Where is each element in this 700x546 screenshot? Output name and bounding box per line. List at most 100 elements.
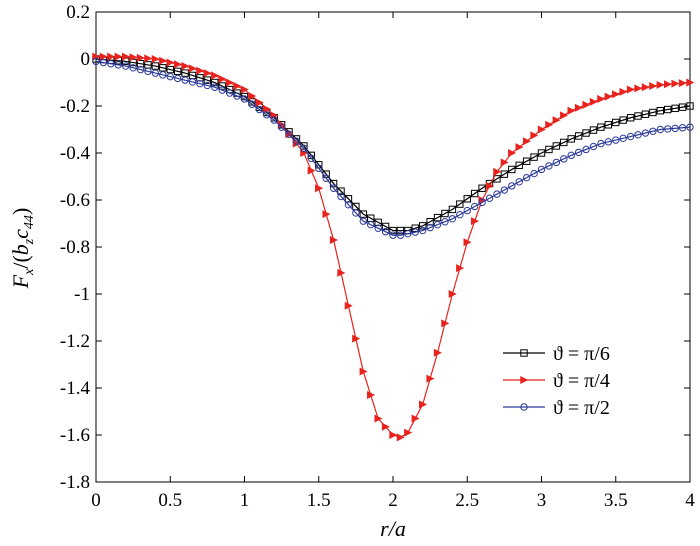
y-label-c: c: [8, 229, 33, 239]
series-point: [530, 153, 538, 161]
series-point: [433, 348, 442, 357]
series-point: [419, 400, 428, 409]
series-point: [322, 210, 331, 219]
series-point: [441, 218, 449, 226]
series-point: [307, 166, 316, 175]
series-point: [671, 124, 679, 133]
series-point: [211, 83, 219, 91]
series-point: [463, 195, 471, 203]
series-point: [500, 158, 509, 167]
series-point: [456, 264, 465, 273]
series-point: [411, 228, 419, 236]
series-point: [656, 80, 665, 89]
y-tick-label: -1.8: [60, 472, 90, 493]
series-point: [315, 184, 324, 193]
series-point: [233, 82, 242, 91]
series-point: [612, 90, 621, 99]
x-axis-label: r/a: [380, 516, 406, 541]
series-point: [255, 98, 264, 107]
series-point: [322, 174, 330, 182]
series-point: [470, 189, 479, 198]
legend-entry: ϑ = π/4: [503, 370, 610, 392]
x-tick-label: 3.5: [604, 490, 628, 511]
series-point: [136, 65, 145, 74]
series-line: [95, 60, 691, 236]
series-point: [233, 92, 241, 100]
series-point: [649, 108, 657, 117]
series-point: [597, 123, 605, 131]
series-point: [671, 104, 679, 113]
series-point: [389, 226, 397, 235]
series-point: [107, 52, 116, 61]
series-point: [344, 201, 353, 209]
series-point: [560, 155, 568, 163]
series-point: [166, 58, 175, 67]
series-point: [641, 110, 650, 118]
series-point: [626, 132, 635, 141]
series-point: [589, 142, 598, 151]
series-layer: [92, 52, 695, 442]
series-point: [352, 334, 361, 343]
series-point: [671, 79, 680, 88]
series-point: [641, 83, 650, 92]
series-point: [448, 205, 457, 214]
series-point: [396, 433, 405, 442]
series-point: [508, 165, 516, 174]
series-point: [240, 85, 249, 94]
series-point: [433, 213, 442, 222]
series-point: [285, 130, 293, 138]
series-point: [545, 120, 554, 129]
series-point: [619, 116, 627, 124]
series-point: [574, 132, 583, 140]
series-point: [537, 149, 546, 157]
series-point: [626, 114, 635, 122]
series-point: [686, 123, 694, 131]
series-point: [151, 54, 160, 64]
series-line: [95, 58, 691, 232]
series-point: [129, 53, 138, 62]
series-point: [159, 56, 168, 65]
y-label-b: b: [8, 244, 33, 255]
series-point: [567, 151, 575, 160]
y-label-close: ): [8, 208, 33, 215]
series-point: [582, 145, 590, 154]
series-point: [337, 192, 345, 201]
series-point: [92, 57, 100, 66]
series-point: [545, 162, 553, 170]
series-point: [240, 92, 249, 101]
series-point: [686, 102, 694, 110]
series-point: [173, 67, 182, 76]
series-point: [151, 62, 160, 70]
series-point: [612, 136, 620, 144]
series-point: [396, 226, 405, 235]
legend-entry: ϑ = π/6: [503, 343, 610, 365]
series-point: [597, 94, 606, 103]
x-tick-label: 0: [91, 490, 101, 511]
y-tick-label: 0: [81, 49, 91, 70]
series-point: [485, 181, 494, 190]
series-point: [307, 154, 316, 162]
series-point: [634, 131, 642, 139]
series-point: [337, 187, 345, 195]
series-point: [225, 78, 234, 87]
y-tick-label: -1.2: [60, 331, 90, 352]
series-point: [522, 137, 531, 146]
series-point: [107, 60, 115, 68]
y-tick-label: -0.8: [60, 237, 90, 258]
series-point: [664, 80, 673, 89]
legend-marker: [520, 403, 528, 411]
series-point: [411, 414, 420, 423]
series-point: [99, 58, 108, 67]
series-point: [225, 89, 234, 97]
legend-label: ϑ = π/4: [553, 370, 610, 392]
series-point: [619, 87, 628, 96]
series-point: [404, 229, 412, 238]
series-point: [448, 215, 457, 223]
series-point: [396, 231, 405, 239]
series-point: [537, 165, 546, 174]
series-point: [478, 195, 487, 205]
series-point: [463, 206, 471, 215]
series-point: [196, 66, 205, 75]
series-point: [426, 223, 434, 232]
